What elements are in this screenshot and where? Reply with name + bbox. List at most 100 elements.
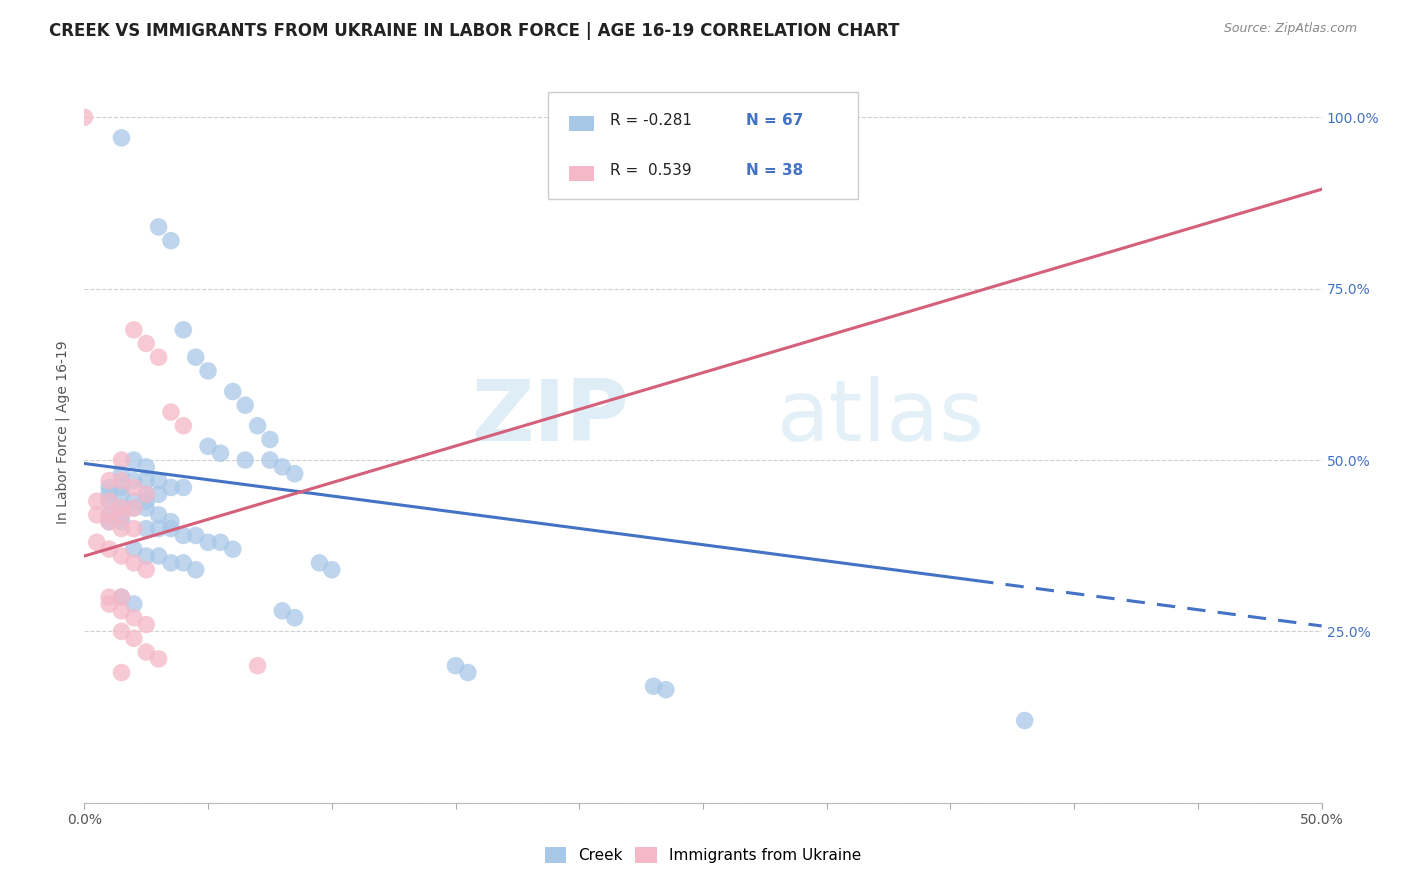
Point [122,501,145,516]
FancyBboxPatch shape [569,166,595,181]
Point [110,501,132,516]
Point [160,480,183,494]
Point [148,219,170,234]
Point [98,597,121,611]
Text: R = -0.281: R = -0.281 [610,113,692,128]
Point [98,508,121,522]
Text: N = 67: N = 67 [747,113,804,128]
Point [209,446,232,460]
Point [110,590,132,604]
Point [148,487,170,501]
Point [246,418,269,433]
Point [122,494,145,508]
Point [110,604,132,618]
Text: N = 38: N = 38 [747,163,804,178]
Point [98,542,121,557]
Point [98,494,121,508]
Point [160,556,183,570]
Point [110,665,132,680]
Point [110,549,132,563]
Point [110,590,132,604]
Point [98,590,121,604]
Point [135,494,157,508]
Point [321,563,343,577]
Point [135,563,157,577]
Point [233,398,256,412]
Point [172,418,194,433]
Point [148,522,170,536]
Point [122,323,145,337]
Point [110,474,132,488]
Point [135,459,157,474]
Point [172,528,194,542]
Point [246,658,269,673]
Point [172,556,194,570]
Point [259,453,281,467]
Legend: Creek, Immigrants from Ukraine: Creek, Immigrants from Ukraine [538,841,868,869]
Point [122,610,145,624]
Point [98,515,121,529]
Point [135,522,157,536]
Point [148,652,170,666]
Point [86,508,108,522]
Point [655,682,678,697]
Point [172,323,194,337]
Point [284,610,307,624]
Point [98,487,121,501]
Point [184,350,207,364]
Point [271,459,294,474]
Text: Source: ZipAtlas.com: Source: ZipAtlas.com [1223,22,1357,36]
Point [110,453,132,467]
Text: atlas: atlas [778,376,986,459]
Point [148,350,170,364]
Point [110,480,132,494]
Point [98,515,121,529]
Point [222,384,245,399]
Point [197,535,219,549]
Point [98,480,121,494]
Y-axis label: In Labor Force | Age 16-19: In Labor Force | Age 16-19 [56,341,70,524]
Point [259,433,281,447]
Point [643,679,665,693]
Point [160,522,183,536]
Point [122,480,145,494]
Point [444,658,467,673]
Point [86,535,108,549]
Point [135,645,157,659]
Point [135,501,157,516]
Point [110,131,132,145]
FancyBboxPatch shape [569,117,595,131]
Point [98,494,121,508]
Point [197,364,219,378]
Point [148,474,170,488]
Point [284,467,307,481]
Point [110,522,132,536]
FancyBboxPatch shape [548,92,858,200]
Text: R =  0.539: R = 0.539 [610,163,692,178]
Point [110,515,132,529]
Text: CREEK VS IMMIGRANTS FROM UKRAINE IN LABOR FORCE | AGE 16-19 CORRELATION CHART: CREEK VS IMMIGRANTS FROM UKRAINE IN LABO… [49,22,900,40]
Point [135,617,157,632]
Text: ZIP: ZIP [471,376,628,459]
Point [98,474,121,488]
Point [110,487,132,501]
Point [135,549,157,563]
Point [271,604,294,618]
Point [110,508,132,522]
Point [110,467,132,481]
Point [233,453,256,467]
Point [135,487,157,501]
Point [122,474,145,488]
Point [122,556,145,570]
Point [73,110,96,124]
Point [98,508,121,522]
Point [160,515,183,529]
Point [209,535,232,549]
Point [135,487,157,501]
Point [457,665,479,680]
Point [160,405,183,419]
Point [222,542,245,557]
Point [110,624,132,639]
Point [122,632,145,646]
Point [172,480,194,494]
